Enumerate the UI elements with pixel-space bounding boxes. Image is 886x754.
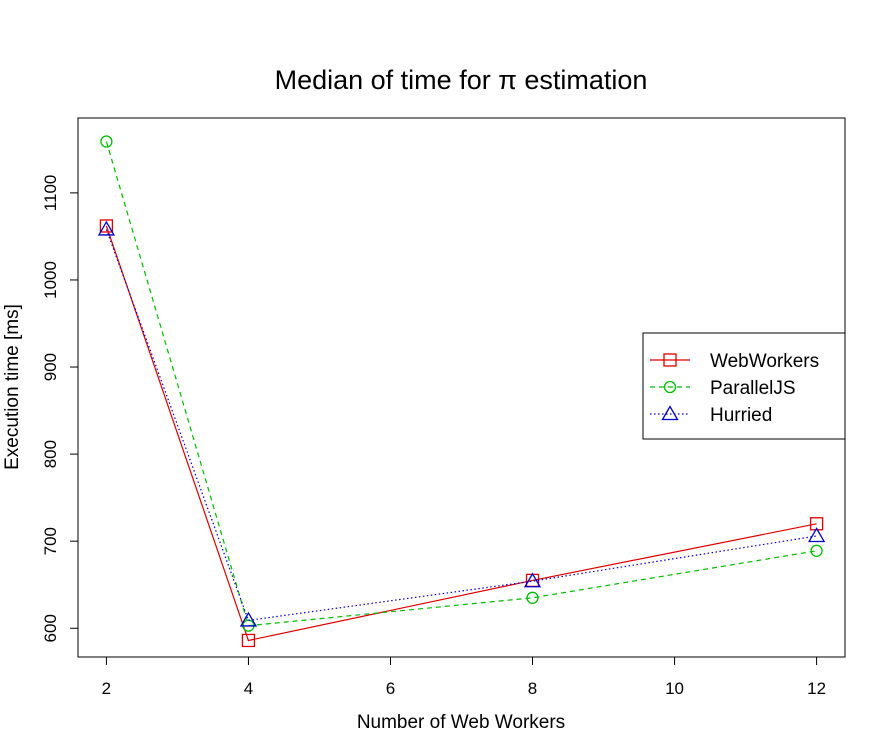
data-point-triangle bbox=[807, 527, 826, 543]
legend-label: ParallelJS bbox=[710, 378, 796, 399]
y-tick-label: 1100 bbox=[41, 175, 60, 212]
legend-item: WebWorkers bbox=[650, 351, 819, 372]
legend-item: ParallelJS bbox=[650, 378, 796, 399]
chart-title: Median of time for π estimation bbox=[275, 65, 648, 95]
legend-item: Hurried bbox=[650, 405, 772, 426]
x-tick-label: 10 bbox=[665, 679, 684, 698]
data-point-circle bbox=[810, 544, 823, 557]
legend: WebWorkers ParallelJS Hurried bbox=[642, 332, 846, 440]
series-hurried bbox=[97, 220, 826, 627]
data-point-square bbox=[663, 353, 677, 367]
legend-box bbox=[642, 332, 846, 440]
data-point-square bbox=[99, 219, 114, 233]
legend-label: Hurried bbox=[710, 405, 772, 426]
data-point-triangle bbox=[523, 572, 542, 588]
data-point-triangle bbox=[661, 405, 679, 421]
data-point-square bbox=[809, 517, 824, 531]
data-point-circle bbox=[526, 591, 539, 604]
y-tick-label: 900 bbox=[41, 353, 60, 381]
axes: 2 4 6 8 10 12 600 700 800 900 1000 1100 bbox=[41, 175, 826, 698]
series-layer bbox=[97, 135, 826, 648]
data-point-triangle bbox=[97, 220, 116, 236]
x-tick-label: 4 bbox=[244, 679, 253, 698]
x-tick-label: 6 bbox=[386, 679, 395, 698]
x-tick-label: 8 bbox=[528, 679, 537, 698]
y-tick-label: 600 bbox=[41, 614, 60, 642]
data-point-square bbox=[241, 633, 256, 648]
data-point-circle bbox=[663, 380, 677, 394]
x-tick-label: 2 bbox=[102, 679, 111, 698]
data-point-triangle bbox=[239, 611, 258, 627]
y-axis-label: Execution time [ms] bbox=[2, 304, 23, 470]
y-tick-label: 800 bbox=[41, 440, 60, 468]
series-line bbox=[105, 225, 817, 642]
y-tick-label: 1000 bbox=[41, 261, 60, 299]
x-tick-label: 12 bbox=[807, 679, 826, 698]
legend-label: WebWorkers bbox=[710, 351, 819, 372]
series-paralleljs bbox=[100, 135, 823, 632]
x-axis-label: Number of Web Workers bbox=[357, 712, 565, 733]
y-tick-label: 700 bbox=[41, 527, 60, 555]
series-line bbox=[105, 141, 817, 627]
data-point-circle bbox=[100, 135, 113, 148]
